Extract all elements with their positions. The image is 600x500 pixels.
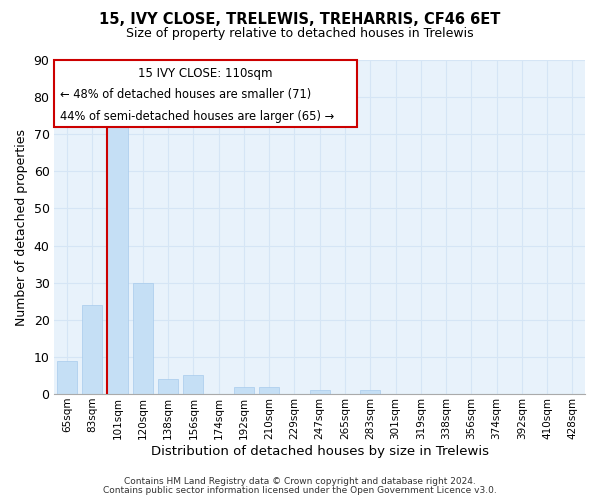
Bar (259, 386, 279, 394)
Text: Contains HM Land Registry data © Crown copyright and database right 2024.: Contains HM Land Registry data © Crown c… (124, 477, 476, 486)
Y-axis label: Number of detached properties: Number of detached properties (15, 128, 28, 326)
Bar (183, 376, 203, 394)
Bar (82, 305, 103, 394)
Text: 15, IVY CLOSE, TRELEWIS, TREHARRIS, CF46 6ET: 15, IVY CLOSE, TRELEWIS, TREHARRIS, CF46… (100, 12, 500, 28)
Bar (234, 386, 254, 394)
FancyBboxPatch shape (55, 60, 357, 127)
Bar (158, 379, 178, 394)
Text: 15 IVY CLOSE: 110sqm: 15 IVY CLOSE: 110sqm (139, 66, 273, 80)
Bar (57, 360, 77, 394)
Text: ← 48% of detached houses are smaller (71): ← 48% of detached houses are smaller (71… (60, 88, 311, 102)
Text: Size of property relative to detached houses in Trelewis: Size of property relative to detached ho… (126, 28, 474, 40)
Bar (133, 282, 153, 394)
Bar (310, 390, 330, 394)
Bar (107, 120, 128, 394)
Text: 44% of semi-detached houses are larger (65) →: 44% of semi-detached houses are larger (… (60, 110, 334, 123)
Bar (360, 390, 380, 394)
X-axis label: Distribution of detached houses by size in Trelewis: Distribution of detached houses by size … (151, 444, 489, 458)
Text: Contains public sector information licensed under the Open Government Licence v3: Contains public sector information licen… (103, 486, 497, 495)
